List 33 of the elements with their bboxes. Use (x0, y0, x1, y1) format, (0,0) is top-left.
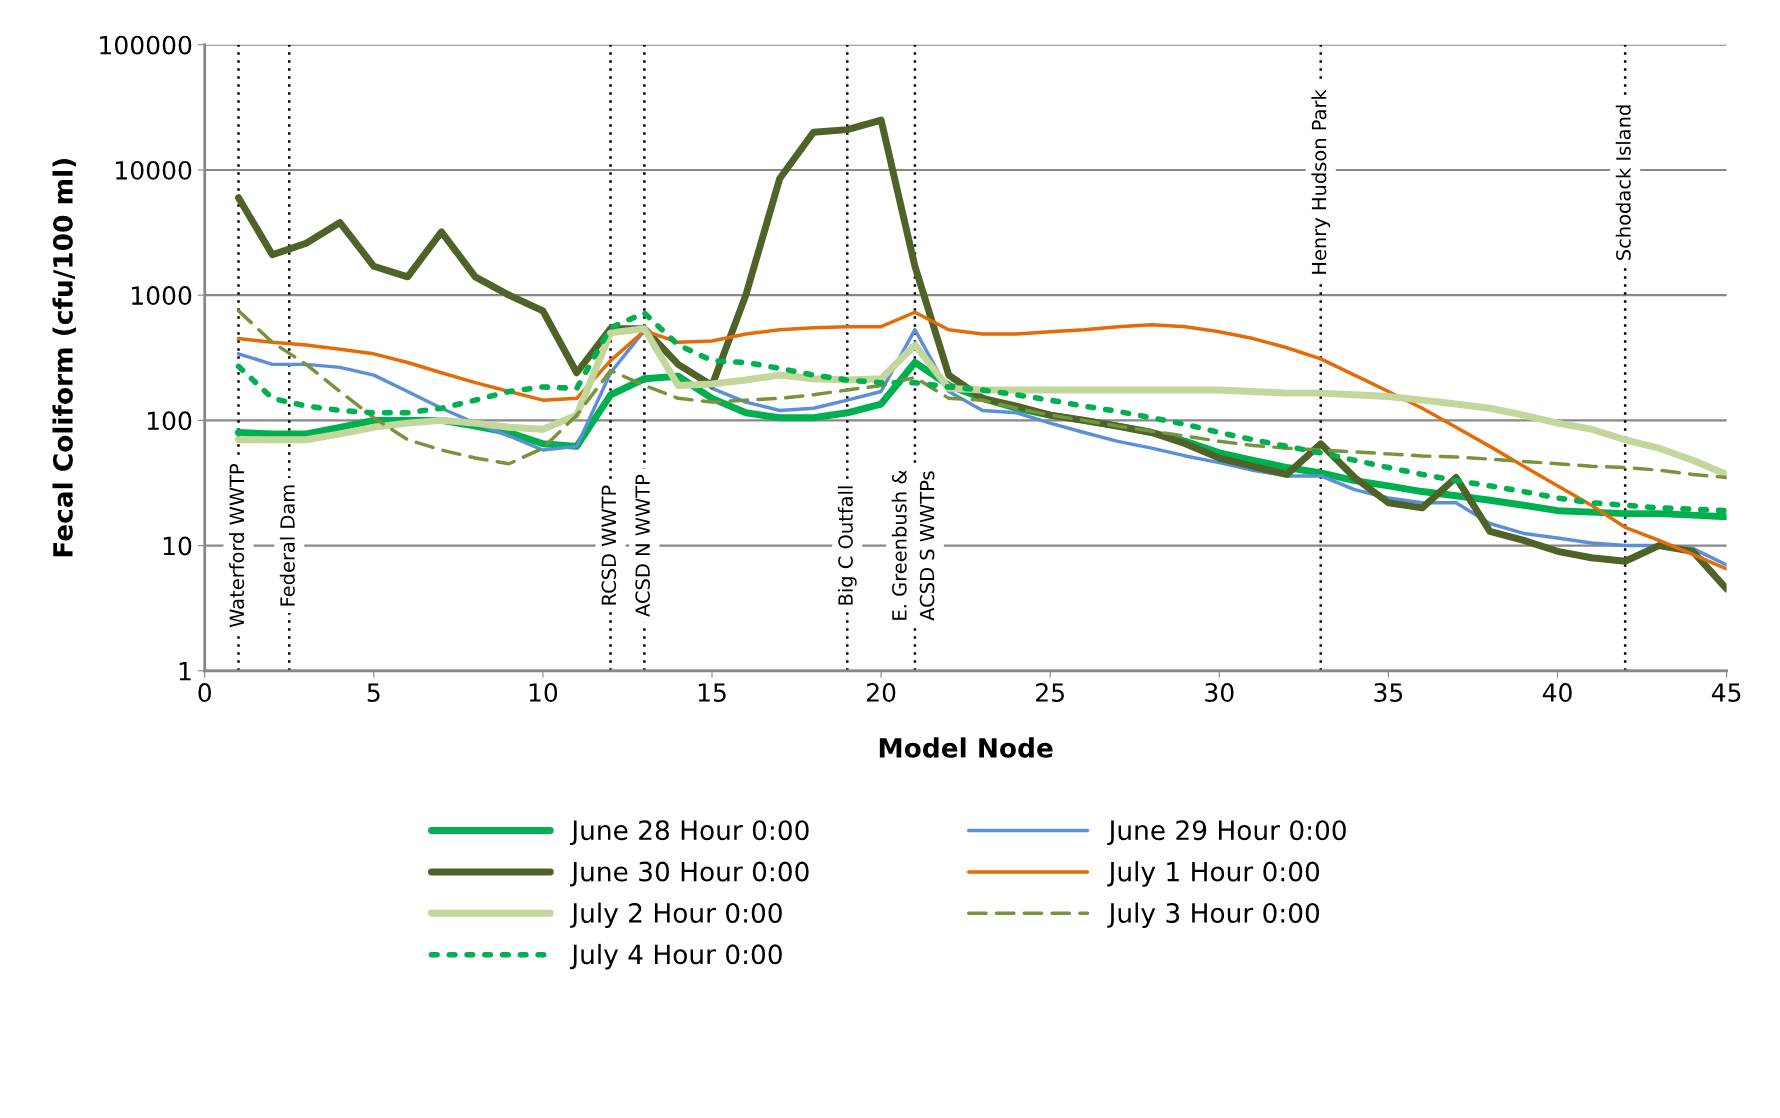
ref-line-label: Henry Hudson Park (1311, 89, 1331, 274)
ref-line-label: Federal Dam (279, 485, 295, 606)
legend-label: July 1 Hour 0:00 (1107, 861, 1320, 887)
ref-line-label: ACSD N WWTP (635, 474, 650, 617)
y-tick-label: 10 (163, 536, 192, 556)
legend-label: June 29 Hour 0:00 (1107, 820, 1346, 846)
x-tick-label: 15 (698, 683, 726, 702)
x-axis-title: Model Node (879, 737, 1053, 758)
y-tick-label: 1000 (132, 286, 192, 306)
y-axis-title: Fecal Coliform (cfu/100 ml) (52, 159, 76, 557)
legend-label: July 4 Hour 0:00 (569, 943, 782, 970)
x-tick-label: 10 (529, 683, 558, 702)
ref-line-label: Schodack Island (1615, 105, 1631, 260)
legend-label: June 30 Hour 0:00 (569, 861, 809, 887)
legend-label: June 28 Hour 0:00 (569, 820, 809, 846)
ref-line-label: Waterford WWTP (229, 464, 245, 628)
x-tick-label: 20 (867, 683, 896, 702)
y-tick-label: 10000 (116, 160, 192, 180)
y-tick-label: 100000 (100, 35, 192, 55)
ref-line-label: Big C Outfall (837, 486, 857, 605)
x-tick-label: 25 (1036, 683, 1064, 702)
x-tick-label: 30 (1205, 683, 1234, 702)
x-tick-label: 0 (198, 683, 211, 702)
ref-line-label: RCSD WWTP (601, 485, 617, 605)
ref-line-label: E. Greenbush & ACSD S WWTPs (891, 470, 935, 621)
y-tick-label: 100 (147, 411, 192, 431)
x-tick-label: 5 (367, 683, 380, 702)
legend-label: July 3 Hour 0:00 (1107, 902, 1320, 929)
legend-label: July 2 Hour 0:00 (569, 902, 782, 929)
y-tick-label: 1 (179, 662, 191, 681)
x-tick-label: 40 (1542, 683, 1572, 702)
x-tick-label: 35 (1374, 683, 1403, 702)
x-tick-label: 45 (1711, 683, 1741, 702)
